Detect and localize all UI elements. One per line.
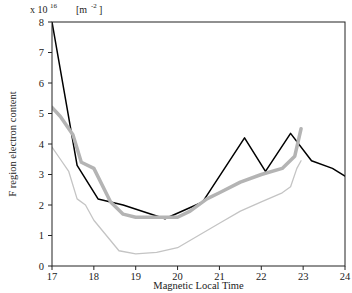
y-tick-label: 0	[39, 261, 44, 272]
y-tick-label: 1	[39, 230, 44, 241]
x-tick	[177, 266, 178, 270]
y-unit-exponent: 16	[50, 2, 58, 10]
y-tick-label: 2	[39, 200, 44, 211]
y-tick	[48, 235, 52, 236]
y-tick	[48, 83, 52, 84]
x-tick	[261, 266, 262, 270]
y-tick-label: 5	[39, 108, 44, 119]
y-axis-label: F region electron content	[7, 91, 18, 196]
chart: 0123456781718192021222324Magnetic Local …	[0, 0, 352, 293]
plot-frame	[52, 22, 345, 266]
y-tick	[48, 174, 52, 175]
y-tick	[48, 113, 52, 114]
y-tick-label: 4	[39, 139, 45, 150]
y-tick	[48, 205, 52, 206]
y-unit-exponent: -2	[91, 2, 97, 10]
x-tick-label: 24	[340, 271, 351, 282]
y-tick	[48, 144, 52, 145]
x-tick-label: 22	[256, 271, 267, 282]
y-unit-prefix: x 10	[30, 4, 48, 15]
x-axis-label: Magnetic Local Time	[153, 280, 244, 291]
series-line	[52, 22, 345, 219]
x-tick-label: 18	[89, 271, 100, 282]
y-tick	[48, 266, 52, 267]
y-tick-label: 8	[39, 17, 44, 28]
y-tick-label: 6	[39, 78, 44, 89]
y-tick-label: 3	[39, 169, 44, 180]
y-tick	[48, 52, 52, 53]
series-group	[52, 22, 345, 254]
y-unit-suffix: ]	[99, 4, 102, 15]
x-tick	[93, 266, 94, 270]
x-tick-label: 17	[47, 271, 58, 282]
y-unit: [m	[76, 4, 87, 15]
x-tick-label: 19	[130, 271, 141, 282]
x-tick	[52, 266, 53, 270]
x-tick	[303, 266, 304, 270]
series-line	[52, 147, 301, 254]
x-tick-label: 23	[298, 271, 309, 282]
x-tick	[345, 266, 346, 270]
y-tick	[48, 22, 52, 23]
y-tick-label: 7	[39, 47, 44, 58]
x-tick	[219, 266, 220, 270]
x-tick	[135, 266, 136, 270]
